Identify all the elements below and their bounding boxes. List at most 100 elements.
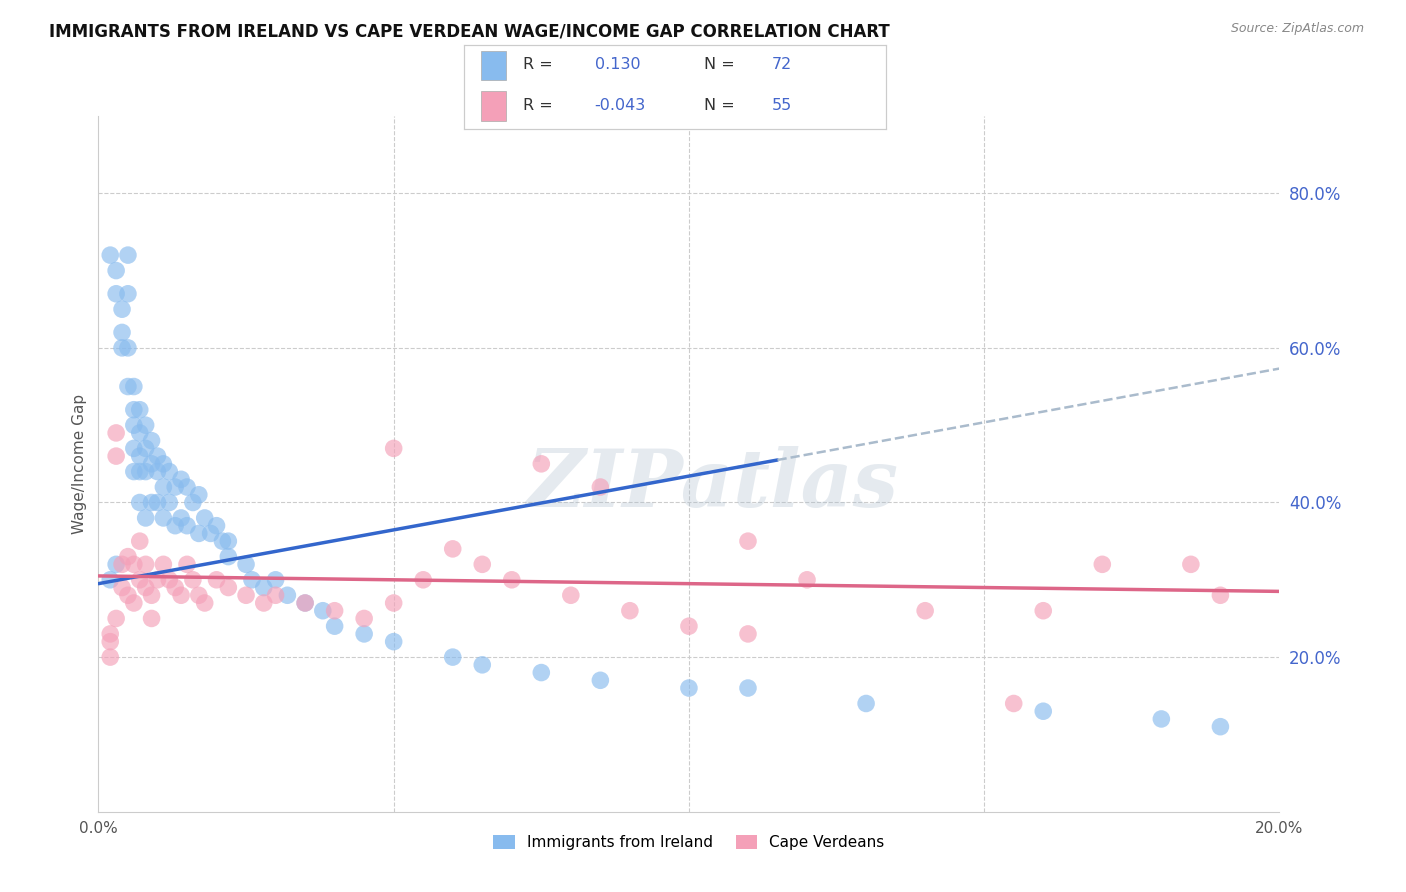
Point xyxy=(111,558,134,572)
Point xyxy=(128,402,150,417)
Point xyxy=(1032,604,1054,618)
Point xyxy=(678,619,700,633)
Text: N =: N = xyxy=(704,98,735,113)
Point xyxy=(146,465,169,479)
Point xyxy=(264,588,287,602)
Point xyxy=(441,541,464,556)
Point xyxy=(117,341,139,355)
Point xyxy=(194,511,217,525)
Point xyxy=(678,681,700,695)
Point xyxy=(152,457,174,471)
Point xyxy=(176,558,198,572)
Point xyxy=(217,581,239,595)
Point xyxy=(353,611,375,625)
Point xyxy=(187,488,209,502)
Point xyxy=(1150,712,1173,726)
Point xyxy=(914,604,936,618)
Point xyxy=(382,634,405,648)
Point xyxy=(471,657,494,672)
Point xyxy=(253,596,276,610)
Point xyxy=(117,248,139,262)
Point xyxy=(122,379,145,393)
Point xyxy=(501,573,523,587)
Point xyxy=(1002,697,1025,711)
Point xyxy=(141,434,163,448)
Point xyxy=(122,442,145,456)
Point xyxy=(128,495,150,509)
Point xyxy=(382,596,405,610)
Text: 72: 72 xyxy=(772,57,792,72)
Point xyxy=(111,302,134,317)
Point xyxy=(312,604,335,618)
Point xyxy=(122,465,145,479)
Point xyxy=(205,573,228,587)
Point xyxy=(441,650,464,665)
FancyBboxPatch shape xyxy=(481,91,506,120)
Point xyxy=(1032,704,1054,718)
Point xyxy=(589,673,612,688)
Point xyxy=(165,480,187,494)
Point xyxy=(111,341,134,355)
Y-axis label: Wage/Income Gap: Wage/Income Gap xyxy=(72,393,87,534)
Point xyxy=(471,558,494,572)
Point xyxy=(294,596,316,610)
Point xyxy=(117,588,139,602)
Text: 0.130: 0.130 xyxy=(595,57,640,72)
Point xyxy=(128,573,150,587)
Text: ZIPatlas: ZIPatlas xyxy=(526,446,898,524)
Point xyxy=(382,442,405,456)
Point xyxy=(205,518,228,533)
Text: 55: 55 xyxy=(772,98,792,113)
Point xyxy=(117,379,139,393)
Point xyxy=(170,588,193,602)
Point xyxy=(170,472,193,486)
Point xyxy=(176,518,198,533)
Point xyxy=(157,465,180,479)
Point xyxy=(117,549,139,564)
Point xyxy=(353,627,375,641)
Point xyxy=(105,449,128,463)
Point xyxy=(1209,588,1232,602)
Point xyxy=(98,650,121,665)
Point xyxy=(146,495,169,509)
Point xyxy=(135,511,157,525)
Point xyxy=(157,495,180,509)
Point xyxy=(122,402,145,417)
Point xyxy=(105,263,128,277)
Point xyxy=(135,418,157,433)
Point xyxy=(105,425,128,440)
Point xyxy=(111,326,134,340)
Point xyxy=(217,534,239,549)
Point xyxy=(128,465,150,479)
Point xyxy=(165,581,187,595)
Point xyxy=(135,465,157,479)
Point xyxy=(111,581,134,595)
Point xyxy=(152,480,174,494)
Point xyxy=(135,558,157,572)
Point xyxy=(122,596,145,610)
Point xyxy=(152,511,174,525)
Point xyxy=(146,449,169,463)
Point xyxy=(619,604,641,618)
Point xyxy=(128,534,150,549)
Point xyxy=(181,495,204,509)
Point xyxy=(737,534,759,549)
Point xyxy=(737,627,759,641)
Point xyxy=(211,534,233,549)
Point xyxy=(264,573,287,587)
Point xyxy=(141,457,163,471)
Point xyxy=(294,596,316,610)
Text: IMMIGRANTS FROM IRELAND VS CAPE VERDEAN WAGE/INCOME GAP CORRELATION CHART: IMMIGRANTS FROM IRELAND VS CAPE VERDEAN … xyxy=(49,22,890,40)
Text: N =: N = xyxy=(704,57,735,72)
Point xyxy=(170,511,193,525)
Point xyxy=(737,681,759,695)
Text: R =: R = xyxy=(523,98,553,113)
Point xyxy=(412,573,434,587)
Point xyxy=(200,526,222,541)
Legend: Immigrants from Ireland, Cape Verdeans: Immigrants from Ireland, Cape Verdeans xyxy=(486,829,891,856)
Point xyxy=(176,480,198,494)
Text: -0.043: -0.043 xyxy=(595,98,645,113)
Point xyxy=(187,526,209,541)
Point xyxy=(1091,558,1114,572)
Point xyxy=(253,581,276,595)
